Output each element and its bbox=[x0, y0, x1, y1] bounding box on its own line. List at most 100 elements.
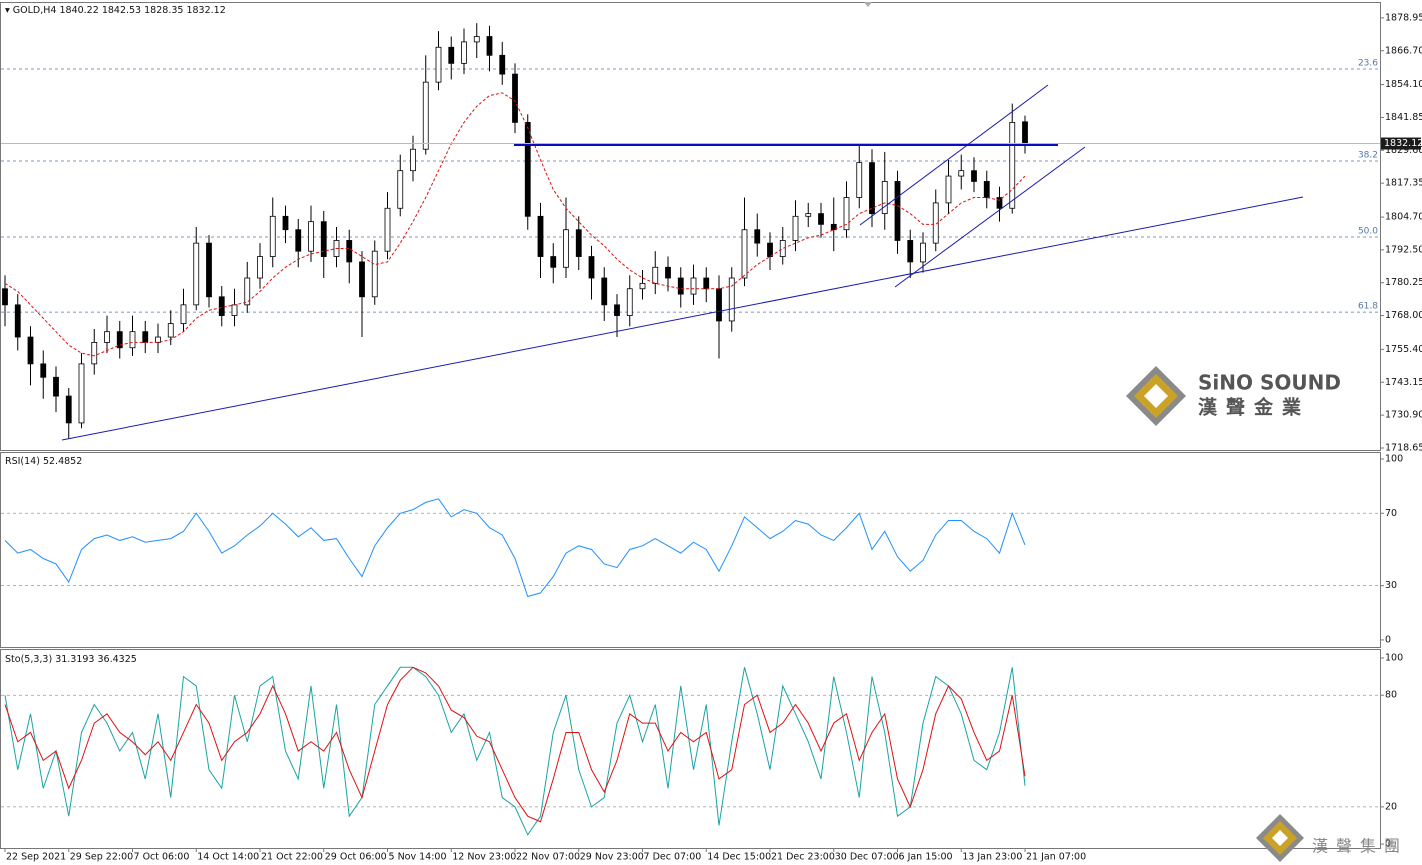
candle-body bbox=[371, 250, 378, 298]
candle-body bbox=[320, 221, 327, 257]
fib-label: 50.0 bbox=[1358, 226, 1378, 236]
candle-body bbox=[932, 202, 939, 244]
x-tick-label: 29 Oct 06:00 bbox=[325, 852, 387, 863]
candle-body bbox=[588, 256, 595, 279]
stoch-main-last: 31.3193 bbox=[55, 654, 94, 665]
candle-body bbox=[499, 54, 506, 75]
candle-body bbox=[524, 121, 531, 217]
candle-body bbox=[512, 73, 518, 123]
y-tick-label: 1718.65 bbox=[1385, 442, 1422, 453]
x-tick-label: 29 Nov 23:00 bbox=[580, 852, 644, 863]
y-tick-label: 70 bbox=[1385, 508, 1397, 519]
candle-body bbox=[805, 213, 812, 217]
stoch-label: Sto(5,3,3) 31.3193 36.4325 bbox=[5, 654, 137, 665]
price-panel bbox=[0, 2, 1381, 451]
last-low: 1828.35 bbox=[144, 5, 183, 16]
x-tick-label: 29 Sep 22:00 bbox=[70, 852, 133, 863]
y-tick-label: 1743.15 bbox=[1385, 377, 1422, 388]
candle-body bbox=[856, 162, 863, 198]
last-high: 1842.53 bbox=[102, 5, 141, 16]
candle-body bbox=[703, 277, 710, 290]
candle-body bbox=[448, 46, 455, 64]
x-tick-label: 6 Jan 15:00 bbox=[899, 852, 953, 863]
footer-diamond-core bbox=[1272, 830, 1288, 846]
candle-body bbox=[716, 288, 722, 322]
candle-body bbox=[1022, 121, 1028, 144]
candle-body bbox=[652, 266, 659, 284]
y-tick-label: 20 bbox=[1385, 801, 1397, 812]
candle-body bbox=[346, 240, 353, 263]
candle-body bbox=[2, 288, 8, 306]
candle-body bbox=[971, 170, 977, 182]
y-tick-label: 1829.60 bbox=[1385, 145, 1422, 156]
y-tick-label: 100 bbox=[1385, 453, 1403, 464]
candle-body bbox=[537, 215, 544, 257]
candle-body bbox=[843, 197, 850, 231]
y-tick-label: 1780.25 bbox=[1385, 277, 1422, 288]
candle-body bbox=[473, 36, 480, 43]
x-tick-label: 13 Jan 23:00 bbox=[962, 852, 1022, 863]
current-price-box bbox=[1381, 137, 1421, 150]
candle-body bbox=[626, 288, 633, 316]
candle-body bbox=[486, 36, 493, 56]
indicator-line bbox=[4, 666, 1026, 836]
candle-body bbox=[907, 240, 914, 263]
fib-label: 38.2 bbox=[1358, 151, 1378, 161]
candle-body bbox=[601, 277, 608, 306]
candle-body bbox=[818, 213, 824, 225]
candle-body bbox=[881, 181, 888, 215]
x-tick-label: 12 Nov 23:00 bbox=[452, 852, 516, 863]
stoch-name: Sto(5,3,3) bbox=[5, 654, 52, 665]
y-tick-label: 1768.00 bbox=[1385, 310, 1422, 321]
fib-label: 23.6 bbox=[1358, 59, 1378, 69]
candle-body bbox=[894, 181, 901, 241]
rsi-panel bbox=[0, 452, 1381, 648]
candle-body bbox=[792, 215, 799, 241]
last-open: 1840.22 bbox=[59, 5, 98, 16]
indicator-line bbox=[4, 666, 1026, 823]
y-tick-label: 1841.85 bbox=[1385, 112, 1422, 123]
y-tick-label: 1755.40 bbox=[1385, 344, 1422, 355]
x-tick-label: 7 Oct 06:00 bbox=[134, 852, 190, 863]
fib-label: 61.8 bbox=[1358, 302, 1378, 312]
x-tick-label: 5 Nov 14:00 bbox=[389, 852, 447, 863]
candle-body bbox=[282, 215, 289, 231]
candle-body bbox=[614, 304, 620, 316]
candle-body bbox=[257, 256, 263, 279]
candle-body bbox=[435, 46, 442, 83]
last-close: 1832.12 bbox=[186, 5, 225, 16]
candle-body bbox=[397, 170, 404, 209]
candle-body bbox=[958, 170, 965, 177]
y-tick-label: 1804.70 bbox=[1385, 212, 1422, 223]
candle-body bbox=[690, 277, 697, 295]
candle-body bbox=[830, 223, 837, 231]
indicator-line bbox=[4, 498, 1026, 598]
watermark-logo: SiNO SOUND 漢聲金業 bbox=[1126, 366, 1341, 426]
symbol: GOLD,H4 bbox=[13, 5, 57, 16]
candle-body bbox=[563, 229, 569, 268]
y-tick-label: 1817.35 bbox=[1385, 178, 1422, 189]
y-tick-label: 1730.90 bbox=[1385, 410, 1422, 421]
candle-body bbox=[193, 242, 200, 306]
rsi-name: RSI(14) bbox=[5, 456, 40, 467]
candle-body bbox=[410, 148, 416, 172]
candle-body bbox=[218, 296, 225, 316]
shift-marker bbox=[864, 2, 872, 7]
candle-body bbox=[767, 242, 773, 257]
y-tick-label: 1878.95 bbox=[1385, 12, 1422, 23]
candle-body bbox=[180, 304, 187, 325]
x-tick-label: 7 Dec 07:00 bbox=[644, 852, 702, 863]
y-tick-label: 80 bbox=[1385, 690, 1397, 701]
x-tick-label: 22 Nov 07:00 bbox=[516, 852, 580, 863]
candle-body bbox=[308, 221, 314, 252]
candle-body bbox=[728, 277, 735, 322]
candle-body bbox=[945, 175, 952, 204]
y-tick-label: 1792.50 bbox=[1385, 244, 1422, 255]
stoch-signal-last: 36.4325 bbox=[98, 654, 137, 665]
x-tick-label: 21 Oct 22:00 bbox=[261, 852, 323, 863]
y-tick-label: 0 bbox=[1385, 634, 1391, 645]
candle-body bbox=[91, 342, 98, 365]
candle-body bbox=[461, 41, 467, 64]
